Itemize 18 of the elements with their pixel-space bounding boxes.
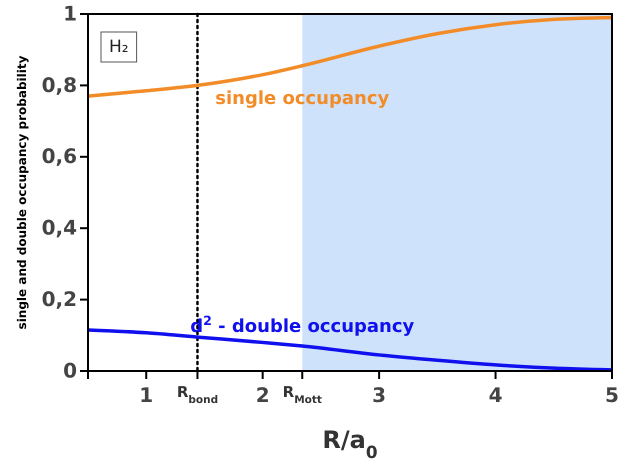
x-tick-label: R$_{bond}$ [176, 383, 218, 406]
x-tick-label: 1 [139, 383, 154, 407]
y-axis-title: single and double occupancy probability [15, 55, 29, 330]
annotation: H₂ [109, 37, 129, 57]
series-label: d$^{2}$ - double occupancy [190, 312, 415, 338]
x-tick-label: 4 [488, 383, 503, 407]
x-axis-title: R/a$_{0}$ [322, 426, 378, 462]
x-tick-label: 5 [605, 383, 619, 407]
series-label: single occupancy [215, 88, 390, 109]
x-tick-label: 2 [256, 383, 270, 407]
y-tick-label: 0,4 [42, 216, 77, 240]
y-tick-label: 1 [63, 1, 77, 26]
y-tick-label: 0,6 [42, 144, 77, 168]
y-tick-label: 0 [63, 358, 77, 382]
x-tick-label: R$_{Mott}$ [282, 383, 322, 406]
y-tick-label: 0,2 [42, 287, 77, 311]
x-tick-label: 3 [372, 383, 386, 407]
y-tick-label: 0,8 [42, 72, 77, 97]
